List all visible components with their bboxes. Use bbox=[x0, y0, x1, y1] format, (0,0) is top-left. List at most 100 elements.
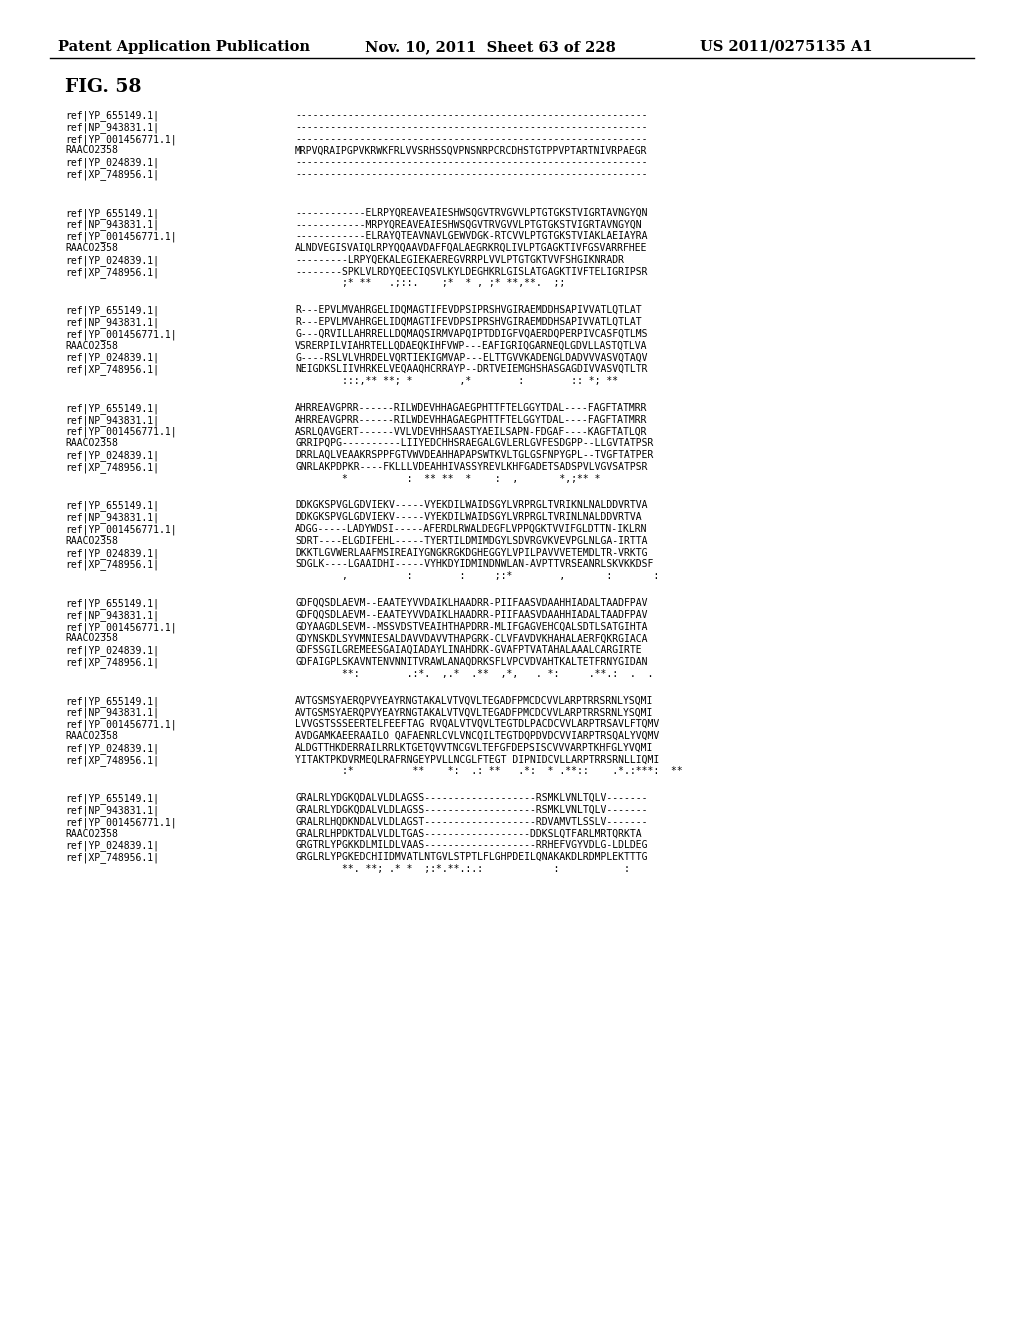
Text: RAACO2358: RAACO2358 bbox=[65, 341, 118, 351]
Text: ref|YP_655149.1|: ref|YP_655149.1| bbox=[65, 500, 159, 511]
Text: RAACO2358: RAACO2358 bbox=[65, 829, 118, 838]
Text: **. **; .* *  ;:*.**.:.:            :           :: **. **; .* * ;:*.**.:.: : : bbox=[295, 865, 630, 874]
Text: LVVGSTSSSEERTELFEEFTAG RVQALVTVQVLTEGTDLPACDCVVLARPTRSAVLFTQMV: LVVGSTSSSEERTELFEEFTAG RVQALVTVQVLTEGTDL… bbox=[295, 719, 659, 729]
Text: **:        .:*.  ,.*  .**  ,*,   . *:     .**.:  .  .: **: .:*. ,.* .** ,*, . *: .**.: . . bbox=[295, 669, 653, 678]
Text: AHRREAVGPRR------RILWDEVHHAGAEGPHTTFTELGGYTDAL----FAGFTATMRR: AHRREAVGPRR------RILWDEVHHAGAEGPHTTFTELG… bbox=[295, 414, 647, 425]
Text: ref|YP_024839.1|: ref|YP_024839.1| bbox=[65, 841, 159, 851]
Text: G---QRVILLAHRRELLDQMAQSIRMVAPQIPTDDIGFVQAERDQPERPIVCASFQTLMS: G---QRVILLAHRRELLDQMAQSIRMVAPQIPTDDIGFVQ… bbox=[295, 329, 647, 339]
Text: --------SPKLVLRDYQEECIQSVLKYLDEGHKRLGISLATGAGKTIVFTELIGRIPSR: --------SPKLVLRDYQEECIQSVLKYLDEGHKRLGISL… bbox=[295, 267, 647, 277]
Text: GDYAAGDLSEVM--MSSVDSTVEAIHTHAPDRR-MLIFGAGVEHCQALSDTLSATGIHTA: GDYAAGDLSEVM--MSSVDSTVEAIHTHAPDRR-MLIFGA… bbox=[295, 622, 647, 631]
Text: ref|XP_748956.1|: ref|XP_748956.1| bbox=[65, 657, 159, 668]
Text: ref|YP_001456771.1|: ref|YP_001456771.1| bbox=[65, 524, 176, 535]
Text: GRALRLHPDKTDALVLDLTGAS------------------DDKSLQTFARLMRTQRKTA: GRALRLHPDKTDALVLDLTGAS------------------… bbox=[295, 829, 642, 838]
Text: GNRLAKPDPKR----FKLLLVDEAHHIVASSYREVLKHFGADETSADSPVLVGVSATPSR: GNRLAKPDPKR----FKLLLVDEAHHIVASSYREVLKHFG… bbox=[295, 462, 647, 471]
Text: SDRT----ELGDIFEHL-----TYERTILDMIMDGYLSDVRGVKVEVPGLNLGA-IRTTA: SDRT----ELGDIFEHL-----TYERTILDMIMDGYLSDV… bbox=[295, 536, 647, 545]
Text: ---------LRPYQEKALEGIEKAEREGVRRPLVVLPTGTGKTVVFSHGIKNRADR: ---------LRPYQEKALEGIEKAEREGVRRPLVVLPTGT… bbox=[295, 255, 624, 265]
Text: DRRLAQLVEAAKRSPPFGTVWVDEAHHAPAPSWTKVLTGLGSFNPYGPL--TVGFTATPER: DRRLAQLVEAAKRSPPFGTVWVDEAHHAPAPSWTKVLTGL… bbox=[295, 450, 653, 459]
Text: ref|YP_001456771.1|: ref|YP_001456771.1| bbox=[65, 622, 176, 632]
Text: ------------------------------------------------------------: ----------------------------------------… bbox=[295, 169, 647, 180]
Text: AVDGAMKAEERAAILO QAFAENRLCVLVNCQILTEGTDQPDVDCVVIARPTRSQALYVQMV: AVDGAMKAEERAAILO QAFAENRLCVLVNCQILTEGTDQ… bbox=[295, 731, 659, 741]
Text: ALDGTTHKDERRAILRRLKTGETQVVTNCGVLTEFGFDEPSISCVVVARPTKHFGLYVQMI: ALDGTTHKDERRAILRRLKTGETQVVTNCGVLTEFGFDEP… bbox=[295, 743, 653, 752]
Text: ref|XP_748956.1|: ref|XP_748956.1| bbox=[65, 267, 159, 277]
Text: R---EPVLMVAHRGELIDQMAGTIFEVDPSIPRSHVGIRAEMDDHSAPIVVATLQTLAT: R---EPVLMVAHRGELIDQMAGTIFEVDPSIPRSHVGIRA… bbox=[295, 305, 642, 315]
Text: ------------ELRAYQTEAVNAVLGEWVDGK-RTCVVLPTGTGKSTVIAKLAEIAYRA: ------------ELRAYQTEAVNAVLGEWVDGK-RTCVVL… bbox=[295, 231, 647, 242]
Text: ref|YP_024839.1|: ref|YP_024839.1| bbox=[65, 743, 159, 754]
Text: ref|NP_943831.1|: ref|NP_943831.1| bbox=[65, 512, 159, 523]
Text: ref|XP_748956.1|: ref|XP_748956.1| bbox=[65, 364, 159, 375]
Text: GDFQQSDLAEVM--EAATEYVVDAIKLHAADRR-PIIFAASVDAAHHIADALTAADFPAV: GDFQQSDLAEVM--EAATEYVVDAIKLHAADRR-PIIFAA… bbox=[295, 610, 647, 620]
Text: ref|YP_655149.1|: ref|YP_655149.1| bbox=[65, 207, 159, 219]
Text: ;* **   .;::.    ;*  * , ;* **,**.  ;;: ;* ** .;::. ;* * , ;* **,**. ;; bbox=[295, 279, 565, 288]
Text: :::,** **; *        ,*        :        :: *; **: :::,** **; * ,* : :: *; ** bbox=[295, 376, 618, 385]
Text: ref|NP_943831.1|: ref|NP_943831.1| bbox=[65, 708, 159, 718]
Text: ref|YP_024839.1|: ref|YP_024839.1| bbox=[65, 645, 159, 656]
Text: GDFSSGILGREMEESGAIAQIADAYLINAHDRK-GVAFPTVATAHALAAALCARGIRTE: GDFSSGILGREMEESGAIAQIADAYLINAHDRK-GVAFPT… bbox=[295, 645, 642, 655]
Text: ref|XP_748956.1|: ref|XP_748956.1| bbox=[65, 853, 159, 863]
Text: ------------------------------------------------------------: ----------------------------------------… bbox=[295, 133, 647, 144]
Text: ------------------------------------------------------------: ----------------------------------------… bbox=[295, 121, 647, 132]
Text: GDFAIGPLSKAVNTENVNNITVRAWLANAQDRKSFLVPCVDVAHTKALTETFRNYGIDAN: GDFAIGPLSKAVNTENVNNITVRAWLANAQDRKSFLVPCV… bbox=[295, 657, 647, 667]
Text: US 2011/0275135 A1: US 2011/0275135 A1 bbox=[700, 40, 872, 54]
Text: GRRIPQPG----------LIIYEDCHHSRAEGALGVLERLGVFESDGPP--LLGVTATPSR: GRRIPQPG----------LIIYEDCHHSRAEGALGVLERL… bbox=[295, 438, 653, 449]
Text: RAACO2358: RAACO2358 bbox=[65, 243, 118, 253]
Text: ref|YP_001456771.1|: ref|YP_001456771.1| bbox=[65, 231, 176, 242]
Text: R---EPVLMVAHRGELIDQMAGTIFEVDPSIPRSHVGIRAEMDDHSAPIVVATLQTLAT: R---EPVLMVAHRGELIDQMAGTIFEVDPSIPRSHVGIRA… bbox=[295, 317, 642, 327]
Text: GRALRLYDGKQDALVLDLAGSS-------------------RSMKLVNLTQLV-------: GRALRLYDGKQDALVLDLAGSS------------------… bbox=[295, 793, 647, 803]
Text: *          :  ** **  *    :  ,       *,;** *: * : ** ** * : , *,;** * bbox=[295, 474, 600, 483]
Text: GRGLRLYPGKEDCHIIDMVATLNTGVLSTPTLFLGHPDEILQNAKAKDLRDMPLEKTTTG: GRGLRLYPGKEDCHIIDMVATLNTGVLSTPTLFLGHPDEI… bbox=[295, 853, 647, 862]
Text: ref|YP_024839.1|: ref|YP_024839.1| bbox=[65, 450, 159, 461]
Text: DKKTLGVWERLAAFMSIREAIYGNGKRGKDGHEGGYLVPILPAVVVETEMDLTR-VRKTG: DKKTLGVWERLAAFMSIREAIYGNGKRGKDGHEGGYLVPI… bbox=[295, 548, 647, 557]
Text: ASRLQAVGERT------VVLVDEVHHSAASTYAEILSAPN-FDGAF----KAGFTATLQR: ASRLQAVGERT------VVLVDEVHHSAASTYAEILSAPN… bbox=[295, 426, 647, 437]
Text: ref|XP_748956.1|: ref|XP_748956.1| bbox=[65, 462, 159, 473]
Text: ref|YP_001456771.1|: ref|YP_001456771.1| bbox=[65, 426, 176, 437]
Text: Nov. 10, 2011  Sheet 63 of 228: Nov. 10, 2011 Sheet 63 of 228 bbox=[365, 40, 615, 54]
Text: ref|XP_748956.1|: ref|XP_748956.1| bbox=[65, 755, 159, 766]
Text: SDGLK----LGAAIDHI-----VYHKDYIDMINDNWLAN-AVPTTVRSEANRLSKVKKDSF: SDGLK----LGAAIDHI-----VYHKDYIDMINDNWLAN-… bbox=[295, 560, 653, 569]
Text: ref|YP_655149.1|: ref|YP_655149.1| bbox=[65, 598, 159, 609]
Text: RAACO2358: RAACO2358 bbox=[65, 145, 118, 156]
Text: ref|XP_748956.1|: ref|XP_748956.1| bbox=[65, 560, 159, 570]
Text: GRALRLHQDKNDALVLDLAGST-------------------RDVAMVTLSSLV-------: GRALRLHQDKNDALVLDLAGST------------------… bbox=[295, 817, 647, 826]
Text: Patent Application Publication: Patent Application Publication bbox=[58, 40, 310, 54]
Text: ref|YP_024839.1|: ref|YP_024839.1| bbox=[65, 255, 159, 265]
Text: ref|YP_655149.1|: ref|YP_655149.1| bbox=[65, 696, 159, 706]
Text: ref|NP_943831.1|: ref|NP_943831.1| bbox=[65, 219, 159, 230]
Text: ------------------------------------------------------------: ----------------------------------------… bbox=[295, 157, 647, 168]
Text: RAACO2358: RAACO2358 bbox=[65, 536, 118, 545]
Text: ref|NP_943831.1|: ref|NP_943831.1| bbox=[65, 610, 159, 620]
Text: ------------------------------------------------------------: ----------------------------------------… bbox=[295, 110, 647, 120]
Text: ref|NP_943831.1|: ref|NP_943831.1| bbox=[65, 317, 159, 327]
Text: GDFQQSDLAEVM--EAATEYVVDAIKLHAADRR-PIIFAASVDAAHHIADALTAADFPAV: GDFQQSDLAEVM--EAATEYVVDAIKLHAADRR-PIIFAA… bbox=[295, 598, 647, 609]
Text: GRALRLYDGKQDALVLDLAGSS-------------------RSMKLVNLTQLV-------: GRALRLYDGKQDALVLDLAGSS------------------… bbox=[295, 805, 647, 814]
Text: AVTGSMSYAERQPVYEAYRNGTAKALVTVQVLTEGADFPMCDCVVLARPTRRSRNLYSQMI: AVTGSMSYAERQPVYEAYRNGTAKALVTVQVLTEGADFPM… bbox=[295, 696, 653, 706]
Text: ref|XP_748956.1|: ref|XP_748956.1| bbox=[65, 169, 159, 180]
Text: NEIGDKSLIIVHRKELVEQAAQHCRRAYP--DRTVEIEMGHSHASGAGDIVVASVQTLTR: NEIGDKSLIIVHRKELVEQAAQHCRRAYP--DRTVEIEMG… bbox=[295, 364, 647, 374]
Text: ref|YP_024839.1|: ref|YP_024839.1| bbox=[65, 548, 159, 558]
Text: RAACO2358: RAACO2358 bbox=[65, 731, 118, 741]
Text: ALNDVEGISVAIQLRPYQQAAVDAFFQALAEGRKRQLIVLPTGAGKTIVFGSVARRFHEE: ALNDVEGISVAIQLRPYQQAAVDAFFQALAEGRKRQLIVL… bbox=[295, 243, 647, 253]
Text: ref|YP_001456771.1|: ref|YP_001456771.1| bbox=[65, 133, 176, 144]
Text: ------------MRPYQREAVEAIESHWSQGVTRVGVVLPTGTGKSTVIGRTAVNGYQN: ------------MRPYQREAVEAIESHWSQGVTRVGVVLP… bbox=[295, 219, 642, 230]
Text: ref|YP_001456771.1|: ref|YP_001456771.1| bbox=[65, 719, 176, 730]
Text: ref|YP_655149.1|: ref|YP_655149.1| bbox=[65, 305, 159, 315]
Text: RAACO2358: RAACO2358 bbox=[65, 438, 118, 449]
Text: AHRREAVGPRR------RILWDEVHHAGAEGPHTTFTELGGYTDAL----FAGFTATMRR: AHRREAVGPRR------RILWDEVHHAGAEGPHTTFTELG… bbox=[295, 403, 647, 413]
Text: DDKGKSPVGLGDVIEKV-----VYEKDILWAIDSGYLVRPRGLTVRINLNALDDVRTVA: DDKGKSPVGLGDVIEKV-----VYEKDILWAIDSGYLVRP… bbox=[295, 512, 642, 523]
Text: DDKGKSPVGLGDVIEKV-----VYEKDILWAIDSGYLVRPRGLTVRIKNLNALDDVRTVA: DDKGKSPVGLGDVIEKV-----VYEKDILWAIDSGYLVRP… bbox=[295, 500, 647, 511]
Text: ref|YP_655149.1|: ref|YP_655149.1| bbox=[65, 110, 159, 121]
Text: GRGTRLYPGKKDLMILDLVAAS-------------------RRHEFVGYVDLG-LDLDEG: GRGTRLYPGKKDLMILDLVAAS------------------… bbox=[295, 841, 647, 850]
Text: ref|YP_024839.1|: ref|YP_024839.1| bbox=[65, 157, 159, 168]
Text: MRPVQRAIPGPVKRWKFRLVVSRHSSQVPNSNRPCRCDHSTGTPPVPTARTNIVRPAEGR: MRPVQRAIPGPVKRWKFRLVVSRHSSQVPNSNRPCRCDHS… bbox=[295, 145, 647, 156]
Text: G----RSLVLVHRDELVQRTIEKIGMVAP---ELTTGVVKADENGLDADVVVASVQTAQV: G----RSLVLVHRDELVQRTIEKIGMVAP---ELTTGVVK… bbox=[295, 352, 647, 363]
Text: ADGG-----LADYWDSI-----AFERDLRWALDEGFLVPPQGKTVVIFGLDTTN-IKLRN: ADGG-----LADYWDSI-----AFERDLRWALDEGFLVPP… bbox=[295, 524, 647, 535]
Text: RAACO2358: RAACO2358 bbox=[65, 634, 118, 643]
Text: ref|YP_001456771.1|: ref|YP_001456771.1| bbox=[65, 817, 176, 828]
Text: AVTGSMSYAERQPVYEAYRNGTAKALVTVQVLTEGADFPMCDCVVLARPTRRSRNLYSQMI: AVTGSMSYAERQPVYEAYRNGTAKALVTVQVLTEGADFPM… bbox=[295, 708, 653, 717]
Text: FIG. 58: FIG. 58 bbox=[65, 78, 141, 96]
Text: ------------ELRPYQREAVEAIESHWSQGVTRVGVVLPTGTGKSTVIGRTAVNGYQN: ------------ELRPYQREAVEAIESHWSQGVTRVGVVL… bbox=[295, 207, 647, 218]
Text: ,          :        :     ;:*        ,       :       :: , : : ;:* , : : bbox=[295, 572, 659, 581]
Text: :*          **    *:  .: **   .*:  * .**::    .*.:***:  **: :* ** *: .: ** .*: * .**:: .*.:***: ** bbox=[295, 767, 683, 776]
Text: ref|YP_655149.1|: ref|YP_655149.1| bbox=[65, 403, 159, 413]
Text: GDYNSKDLSYVMNIESALDAVVDAVVTHAPGRK-CLVFAVDVKHAHALAERFQKRGIACA: GDYNSKDLSYVMNIESALDAVVDAVVTHAPGRK-CLVFAV… bbox=[295, 634, 647, 643]
Text: YITAKTPKDVRMEQLRAFRNGEYPVLLNCGLFTEGT DIPNIDCVLLARPTRRSRNLLIQMI: YITAKTPKDVRMEQLRAFRNGEYPVLLNCGLFTEGT DIP… bbox=[295, 755, 659, 764]
